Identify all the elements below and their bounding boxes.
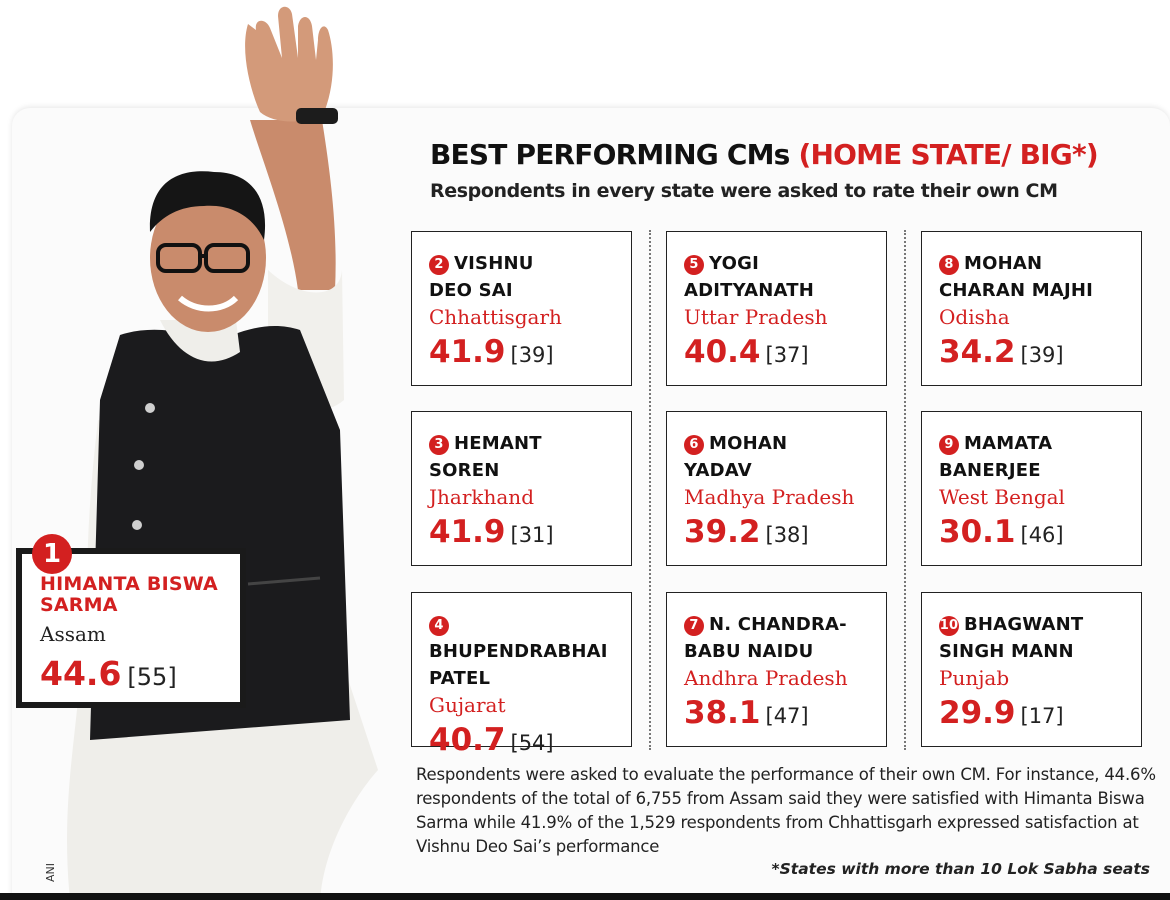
cm-name-line1: MOHAN	[709, 433, 788, 454]
page-subtitle: Respondents in every state were asked to…	[430, 180, 1058, 202]
state-name: Odisha	[939, 305, 1010, 329]
score-value: 34.2	[939, 334, 1016, 370]
cm-name: 5 YOGI	[684, 250, 886, 277]
score-value: 29.9	[939, 695, 1016, 731]
cm-name-line2: CHARAN MAJHI	[939, 280, 1094, 301]
rank-badge: 7	[684, 616, 704, 636]
column-divider	[649, 230, 651, 750]
cm-card: 8 MOHAN CHARAN MAJHI Odisha 34.2 [39]	[921, 231, 1142, 386]
cm-name-line2: SOREN	[429, 460, 500, 481]
title-main: BEST PERFORMING CMs	[430, 138, 790, 171]
state-name: Assam	[40, 622, 106, 646]
cm-card: 4 BHUPENDRABHAI PATEL Gujarat 40.7 [54]	[411, 592, 632, 758]
cm-name-line1: N. CHANDRA-	[709, 614, 847, 635]
cm-card: 7 N. CHANDRA- BABU NAIDU Andhra Pradesh 38.1…	[666, 592, 887, 747]
column-divider	[904, 230, 906, 750]
score-bracket: [37]	[765, 343, 809, 367]
cm-card: 10 BHAGWANT SINGH MANN Punjab 29.9 [17]	[921, 592, 1142, 747]
footnote: *States with more than 10 Lok Sabha seat…	[771, 860, 1150, 878]
score: 38.1 [47]	[684, 695, 886, 736]
score-value: 40.7	[429, 722, 506, 758]
cm-name: 8 MOHAN	[939, 250, 1141, 277]
score: 40.4 [37]	[684, 334, 886, 375]
cm-name: 4 BHUPENDRABHAI	[429, 611, 631, 665]
cm-name-line2: BABU NAIDU	[684, 641, 814, 662]
rank-badge: 3	[429, 435, 449, 455]
cm-card: 9 MAMATA BANERJEE West Bengal 30.1 [46]	[921, 411, 1142, 566]
state-name: Chhattisgarh	[429, 305, 562, 329]
cm-card: 6 MOHAN YADAV Madhya Pradesh 39.2 [38]	[666, 411, 887, 566]
state-name: Gujarat	[429, 693, 506, 717]
score-bracket: [39]	[510, 343, 554, 367]
score-bracket: [46]	[1020, 523, 1064, 547]
page-title: BEST PERFORMING CMs (HOME STATE/ BIG*)	[430, 138, 1099, 171]
score: 30.1 [46]	[939, 514, 1141, 555]
cm-name-line1: YOGI	[709, 253, 759, 274]
score-value: 44.6	[40, 654, 122, 693]
person-waving-illustration	[67, 6, 378, 900]
state-name: Punjab	[939, 666, 1010, 690]
state-name: Jharkhand	[429, 485, 534, 509]
cm-name-line1: HEMANT	[454, 433, 542, 454]
cm-name: 2 VISHNU	[429, 250, 631, 277]
rank-badge: 8	[939, 255, 959, 275]
score-value: 30.1	[939, 514, 1016, 550]
state-name: West Bengal	[939, 485, 1065, 509]
cm-name: HIMANTA BISWA SARMA	[40, 573, 218, 616]
rank-badge: 4	[429, 616, 449, 636]
cm-name: 7 N. CHANDRA-	[684, 611, 886, 638]
cm-name-line1: MAMATA	[964, 433, 1053, 454]
cm-name: 3 HEMANT	[429, 430, 631, 457]
score: 41.9 [39]	[429, 334, 631, 375]
cm-name-line2: PATEL	[429, 668, 491, 689]
cm-name-line1: BHAGWANT	[964, 614, 1084, 635]
score-bracket: [54]	[510, 731, 554, 755]
score-value: 41.9	[429, 514, 506, 550]
state-name: Madhya Pradesh	[684, 485, 855, 509]
cm-card: 5 YOGI ADITYANATH Uttar Pradesh 40.4 [37]	[666, 231, 887, 386]
rank-badge: 5	[684, 255, 704, 275]
score: 41.9 [31]	[429, 514, 631, 555]
cm-name-line1: BHUPENDRABHAI	[429, 641, 608, 662]
score: 29.9 [17]	[939, 695, 1141, 736]
cm-card: 2 VISHNU DEO SAI Chhattisgarh 41.9 [39]	[411, 231, 632, 386]
cm-name-line2: DEO SAI	[429, 280, 513, 301]
score: 34.2 [39]	[939, 334, 1141, 375]
state-name: Uttar Pradesh	[684, 305, 828, 329]
score-bracket: [31]	[510, 523, 554, 547]
score-value: 39.2	[684, 514, 761, 550]
title-highlight: (HOME STATE/ BIG*)	[798, 138, 1098, 171]
featured-cm-card: 1 HIMANTA BISWA SARMA Assam 44.6 [55]	[16, 534, 246, 708]
bottom-border	[0, 893, 1170, 900]
rank-badge: 9	[939, 435, 959, 455]
rank-badge: 10	[939, 616, 959, 636]
cm-name: 6 MOHAN	[684, 430, 886, 457]
cm-card: 3 HEMANT SOREN Jharkhand 41.9 [31]	[411, 411, 632, 566]
score-bracket: [38]	[765, 523, 809, 547]
cm-name-line1: VISHNU	[454, 253, 534, 274]
score-bracket: [47]	[765, 704, 809, 728]
score: 40.7 [54]	[429, 722, 631, 763]
score-value: 40.4	[684, 334, 761, 370]
score-bracket: [17]	[1020, 704, 1064, 728]
cm-name-line2: ADITYANATH	[684, 280, 815, 301]
cm-name: 9 MAMATA	[939, 430, 1141, 457]
score-bracket: [55]	[127, 663, 177, 691]
score-value: 41.9	[429, 334, 506, 370]
cm-name-line2: BANERJEE	[939, 460, 1041, 481]
rank-badge: 2	[429, 255, 449, 275]
score: 44.6 [55]	[40, 654, 240, 693]
score-value: 38.1	[684, 695, 761, 731]
cm-name: 10 BHAGWANT	[939, 611, 1141, 638]
cm-name-line1: MOHAN	[964, 253, 1043, 274]
state-name: Andhra Pradesh	[684, 666, 848, 690]
rank-badge: 6	[684, 435, 704, 455]
cm-name-line2: YADAV	[684, 460, 752, 481]
score-bracket: [39]	[1020, 343, 1064, 367]
cm-name-line2: SINGH MANN	[939, 641, 1074, 662]
methodology-note: Respondents were asked to evaluate the p…	[416, 765, 1156, 856]
photo-credit: ANI	[44, 863, 57, 882]
score: 39.2 [38]	[684, 514, 886, 555]
rank-badge: 1	[32, 534, 72, 574]
